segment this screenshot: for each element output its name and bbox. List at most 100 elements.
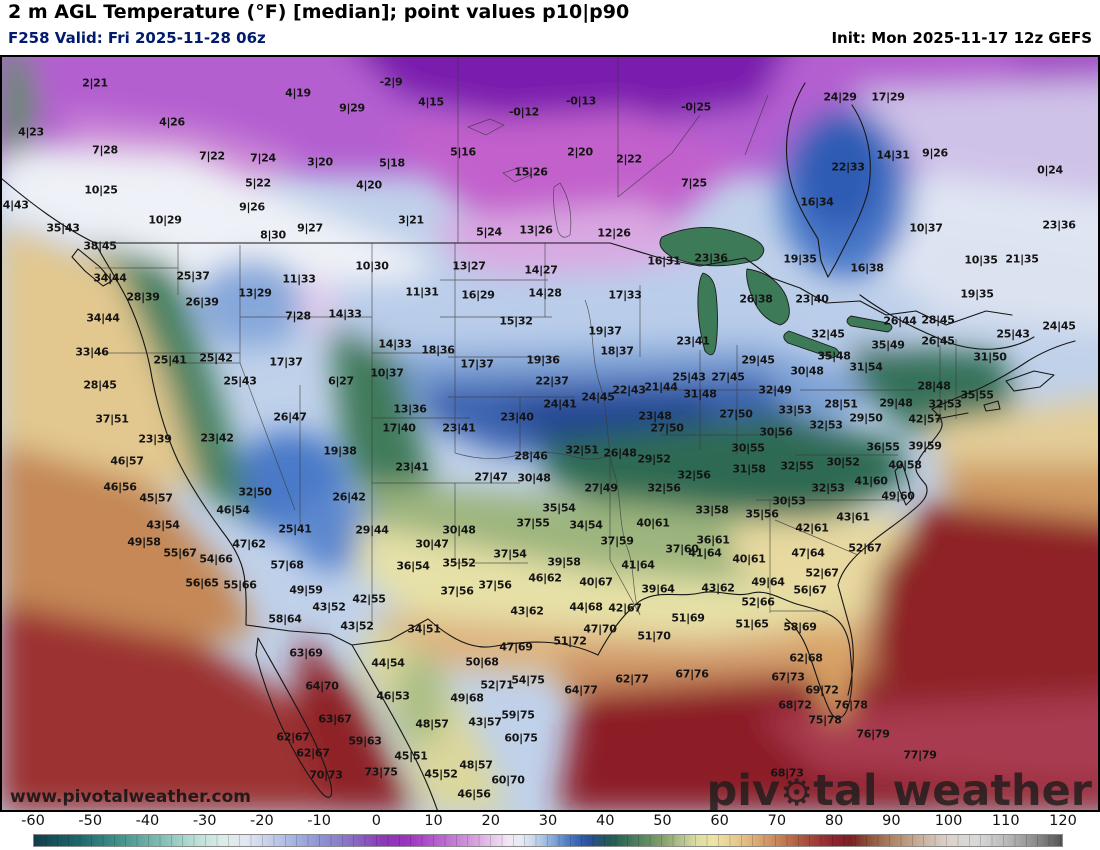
- point-value: 58|64: [268, 612, 302, 626]
- point-value: 62|67: [296, 746, 330, 760]
- point-value: 23|39: [138, 432, 172, 446]
- point-value: 5|24: [476, 225, 502, 239]
- point-value: 49|58: [127, 535, 161, 549]
- point-value: 9|27: [297, 221, 323, 235]
- point-value: 24|45: [1042, 319, 1076, 333]
- point-value: 49|68: [450, 691, 484, 705]
- point-value: 42|67: [608, 601, 642, 615]
- point-value: 69|72: [805, 683, 839, 697]
- colorbar-tick: -20: [250, 813, 274, 829]
- point-value: 10|37: [370, 366, 404, 380]
- point-value: 25|37: [176, 269, 210, 283]
- point-value: 23|42: [200, 431, 234, 445]
- point-value: 23|36: [694, 251, 728, 265]
- point-value: 28|46: [514, 449, 548, 463]
- point-value: 11|33: [282, 272, 316, 286]
- point-value: 2|22: [616, 152, 642, 166]
- point-value: 9|26: [239, 200, 265, 214]
- point-value: 25|41: [153, 353, 187, 367]
- point-value: 43|62: [510, 604, 544, 618]
- point-value: 22|37: [535, 374, 569, 388]
- colorbar-tick: 80: [824, 813, 844, 829]
- temperature-field-svg: [2, 57, 1098, 810]
- point-value: 37|60: [665, 542, 699, 556]
- point-value: 35|43: [46, 221, 80, 235]
- point-value: 15|32: [499, 314, 533, 328]
- point-value: 52|67: [848, 541, 882, 555]
- colorbar-tick: 120: [1049, 813, 1077, 829]
- point-value: 7|28: [285, 309, 311, 323]
- point-value: 27|45: [711, 370, 745, 384]
- point-value: 24|29: [823, 90, 857, 104]
- point-value: 59|63: [348, 734, 382, 748]
- point-value: 55|67: [163, 546, 197, 560]
- colorbar-tick: 40: [595, 813, 615, 829]
- colorbar-tick: -50: [78, 813, 103, 829]
- point-value: 23|40: [795, 292, 829, 306]
- point-value: 3|20: [307, 155, 333, 169]
- point-value: 46|53: [376, 689, 410, 703]
- point-value: 35|55: [960, 388, 994, 402]
- point-value: 30|48: [790, 364, 824, 378]
- point-value: -2|9: [379, 75, 403, 89]
- point-value: 45|57: [139, 491, 173, 505]
- point-value: 46|56: [103, 480, 137, 494]
- point-value: 41|60: [854, 474, 888, 488]
- point-value: 32|53: [809, 418, 843, 432]
- point-value: 21|35: [1005, 252, 1039, 266]
- point-value: 64|70: [305, 679, 339, 693]
- point-value: 49|60: [881, 489, 915, 503]
- map-header: 2 m AGL Temperature (°F) [median]; point…: [0, 0, 1100, 55]
- point-value: 29|45: [741, 353, 775, 367]
- point-value: 7|28: [92, 143, 118, 157]
- point-value: 2|21: [82, 76, 108, 90]
- point-value: 23|41: [442, 421, 476, 435]
- point-value: 48|57: [415, 717, 449, 731]
- point-value: -0|13: [565, 94, 597, 108]
- point-value: 30|53: [772, 494, 806, 508]
- point-value: 32|56: [677, 468, 711, 482]
- point-value: 18|36: [421, 343, 455, 357]
- point-value: 51|69: [671, 611, 705, 625]
- point-value: 16|31: [647, 254, 681, 268]
- point-value: 3|21: [398, 213, 424, 227]
- point-value: 47|62: [232, 537, 266, 551]
- point-value: 26|45: [921, 334, 955, 348]
- point-value: 4|15: [418, 95, 444, 109]
- point-value: 10|35: [964, 253, 998, 267]
- point-value: 33|58: [695, 503, 729, 517]
- state-borders: [95, 57, 957, 625]
- coastlines: [2, 82, 1076, 810]
- point-value: 29|52: [637, 452, 671, 466]
- point-value: 51|65: [735, 617, 769, 631]
- point-value: 27|49: [584, 481, 618, 495]
- point-value: 5|18: [379, 156, 405, 170]
- point-value: 10|29: [148, 213, 182, 227]
- point-value: 37|54: [493, 547, 527, 561]
- point-value: 56|67: [793, 583, 827, 597]
- point-value: 52|67: [805, 566, 839, 580]
- point-value: 6|27: [328, 374, 354, 388]
- point-value: 32|56: [647, 481, 681, 495]
- great-lakes: [659, 227, 893, 359]
- point-value: 8|30: [260, 228, 286, 242]
- colorbar-tick: 50: [653, 813, 672, 829]
- point-value: 39|64: [641, 582, 675, 596]
- point-value: 73|75: [364, 765, 398, 779]
- point-value: 39|59: [908, 439, 942, 453]
- point-value: 23|36: [1042, 218, 1076, 232]
- point-value: 35|54: [542, 501, 576, 515]
- point-value: 30|55: [731, 441, 765, 455]
- point-value: 40|67: [579, 575, 613, 589]
- point-value: 59|75: [501, 708, 535, 722]
- point-value: 21|44: [644, 380, 678, 394]
- point-value: 31|54: [849, 360, 883, 374]
- point-value: 36|54: [396, 559, 430, 573]
- point-value: 62|77: [615, 672, 649, 686]
- point-value: 49|59: [289, 583, 323, 597]
- point-value: 25|43: [996, 327, 1030, 341]
- temperature-shading: [2, 57, 1098, 810]
- point-value: 16|34: [800, 195, 834, 209]
- point-value: -0|25: [680, 100, 712, 114]
- point-value: 23|41: [395, 460, 429, 474]
